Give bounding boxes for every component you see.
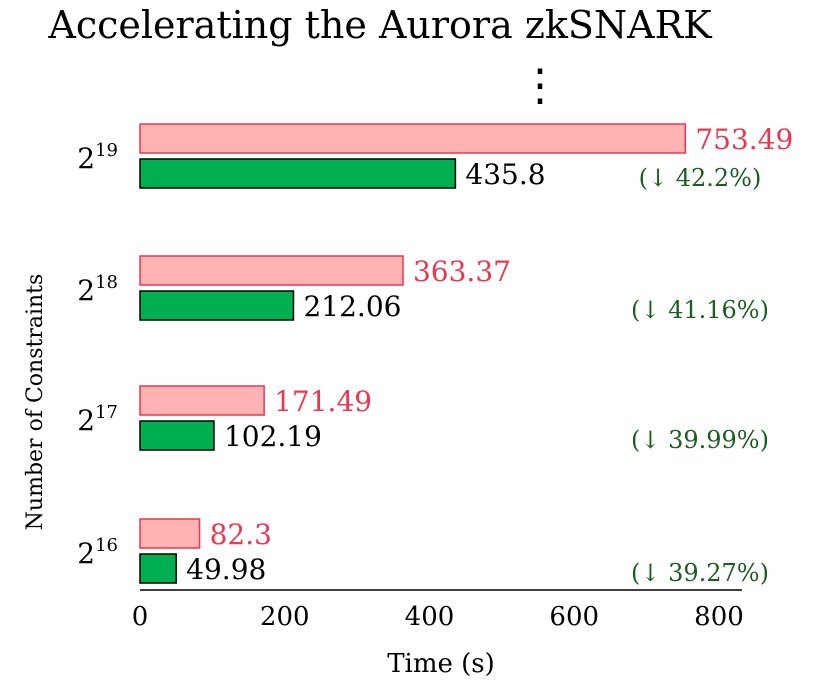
category-base: 2 [77,404,95,437]
bar-value-label: 363.37 [413,255,511,288]
bar-value-label: 102.19 [224,420,322,453]
reduction-label: (↓ 39.99%) [631,426,769,454]
chart-title: Accelerating the Aurora zkSNARK [47,3,712,47]
x-tick-label: 0 [132,602,149,632]
reduction-label: (↓ 41.16%) [631,296,769,324]
category-base: 2 [77,142,95,175]
category-label: 219 [77,140,118,175]
category-exponent: 16 [95,535,118,556]
accelerated-bar [139,158,457,189]
reduction-label: (↓ 42.2%) [639,164,762,192]
bar-value-label: 82.3 [210,518,272,551]
baseline-bar [139,385,265,416]
accelerated-bar [139,420,215,451]
bar-value-label: 435.8 [465,158,545,191]
category-exponent: 18 [95,272,118,293]
accelerated-bar [139,290,295,321]
bar-value-label: 171.49 [274,385,372,418]
category-exponent: 19 [95,140,118,161]
category-label: 216 [77,535,118,570]
x-axis-ticks: 0 200 400 600 800 [132,602,744,632]
category-label: 218 [77,272,118,307]
x-axis-label: Time (s) [387,649,495,679]
reduction-label: (↓ 39.27%) [631,559,769,587]
baseline-bar [139,518,201,549]
x-tick-label: 400 [405,602,455,632]
bar-value-label: 49.98 [186,553,266,586]
category-base: 2 [77,537,95,570]
y-axis-label: Number of Constraints [23,274,48,531]
baseline-bar [139,255,404,286]
x-tick-label: 600 [549,602,599,632]
category-label: 217 [77,402,118,437]
category-base: 2 [77,274,95,307]
bar-value-label: 753.49 [695,123,793,156]
accelerated-bar [139,553,177,584]
x-tick-label: 800 [694,602,744,632]
category-exponent: 17 [95,402,118,423]
baseline-bar [139,123,687,154]
continuation-marker: ⋮ [518,60,562,111]
x-tick-label: 200 [260,602,310,632]
bar-value-label: 212.06 [303,290,401,323]
